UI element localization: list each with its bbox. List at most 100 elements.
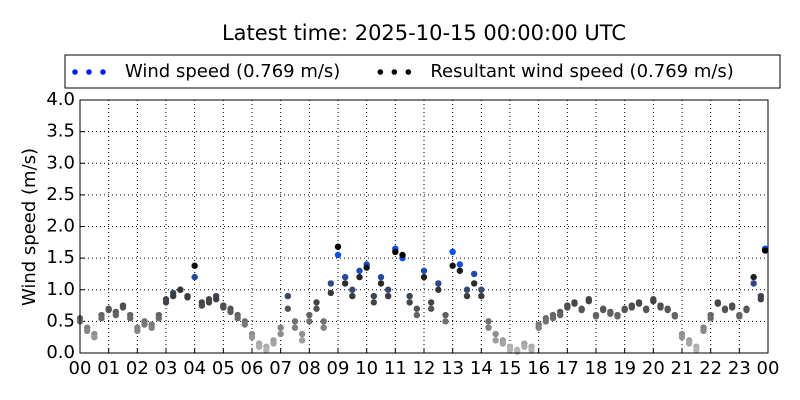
data-point [356, 273, 363, 281]
data-point [628, 304, 636, 311]
data-point [184, 294, 191, 301]
data-point [427, 305, 435, 312]
x-tick-label: 21 [671, 358, 694, 379]
legend-box [64, 54, 781, 89]
x-tick-label: 15 [499, 358, 522, 379]
data-point [728, 304, 736, 311]
x-tick-label: 18 [585, 358, 608, 379]
data-point [91, 333, 98, 341]
data-point [241, 321, 249, 328]
data-point [349, 286, 356, 293]
y-tick-label: 2.0 [46, 216, 75, 237]
data-point [105, 306, 112, 314]
x-tick-label: 22 [699, 358, 722, 379]
data-point [420, 273, 428, 281]
data-point [685, 340, 693, 347]
y-tick-label: 2.5 [46, 184, 75, 205]
x-tick-label: 07 [269, 358, 292, 379]
data-point [678, 333, 686, 341]
data-point [320, 318, 327, 325]
data-point [270, 340, 277, 347]
data-point [714, 300, 722, 307]
x-tick-label: 06 [241, 358, 264, 379]
data-point [470, 280, 478, 287]
data-point [313, 299, 320, 306]
data-point [492, 330, 499, 338]
x-tick-label: 17 [556, 358, 579, 379]
data-point [341, 280, 349, 287]
data-point [370, 299, 378, 306]
data-point [148, 324, 155, 331]
data-point [743, 306, 750, 314]
data-point [470, 270, 478, 278]
data-point [442, 311, 449, 319]
data-point [334, 243, 342, 250]
data-point [761, 247, 769, 254]
data-point [162, 299, 170, 306]
data-point [306, 311, 313, 319]
data-point [212, 296, 220, 303]
data-point [413, 311, 421, 319]
data-point [406, 299, 413, 306]
y-axis-label: Wind speed (m/s) [19, 148, 40, 306]
data-point [384, 286, 392, 293]
x-tick-label: 12 [413, 358, 436, 379]
legend-marker [391, 69, 398, 75]
data-point [313, 305, 320, 312]
data-point [456, 261, 464, 268]
legend-marker [405, 69, 412, 75]
data-point [614, 313, 621, 320]
data-point [750, 273, 757, 281]
data-point [571, 300, 578, 307]
data-point [607, 310, 614, 317]
data-point [664, 306, 671, 314]
data-point [485, 318, 492, 325]
data-point [578, 306, 585, 314]
data-point [263, 346, 270, 354]
data-point [736, 313, 743, 320]
data-point [657, 304, 664, 311]
data-point [535, 324, 542, 331]
data-point [384, 292, 392, 300]
data-point [549, 315, 557, 322]
data-point [707, 315, 714, 322]
x-tick-label: 10 [355, 358, 378, 379]
data-point [248, 333, 256, 341]
data-point [227, 308, 234, 316]
data-point [277, 324, 284, 331]
data-point [542, 318, 550, 325]
data-point [492, 337, 499, 344]
data-point [205, 299, 213, 306]
plot-frame [79, 99, 769, 354]
legend-marker [86, 69, 92, 75]
data-point [406, 292, 413, 300]
data-point [721, 306, 729, 314]
x-tick-label: 00 [757, 358, 780, 379]
legend-label: Resultant wind speed (0.769 m/s) [430, 61, 734, 82]
data-point [320, 324, 327, 331]
data-point [506, 346, 514, 354]
x-tick-label: 00 [69, 358, 92, 379]
data-point [556, 311, 564, 319]
data-point [392, 248, 399, 255]
x-tick-label: 13 [441, 358, 464, 379]
y-tick-label: 3.5 [46, 121, 75, 142]
x-tick-label: 04 [183, 358, 206, 379]
x-tick-label: 01 [97, 358, 120, 379]
data-point [757, 296, 765, 303]
data-point [277, 330, 284, 338]
x-tick-label: 02 [126, 358, 149, 379]
data-point [377, 280, 385, 287]
data-point [671, 313, 679, 320]
data-point [435, 280, 442, 287]
x-tick-label: 03 [155, 358, 178, 379]
data-point [377, 273, 385, 281]
data-point [334, 251, 342, 259]
data-point [169, 292, 177, 300]
data-point [449, 262, 456, 269]
data-point [642, 306, 650, 314]
data-point [621, 306, 628, 314]
x-tick-label: 23 [728, 358, 751, 379]
data-point [255, 343, 263, 350]
